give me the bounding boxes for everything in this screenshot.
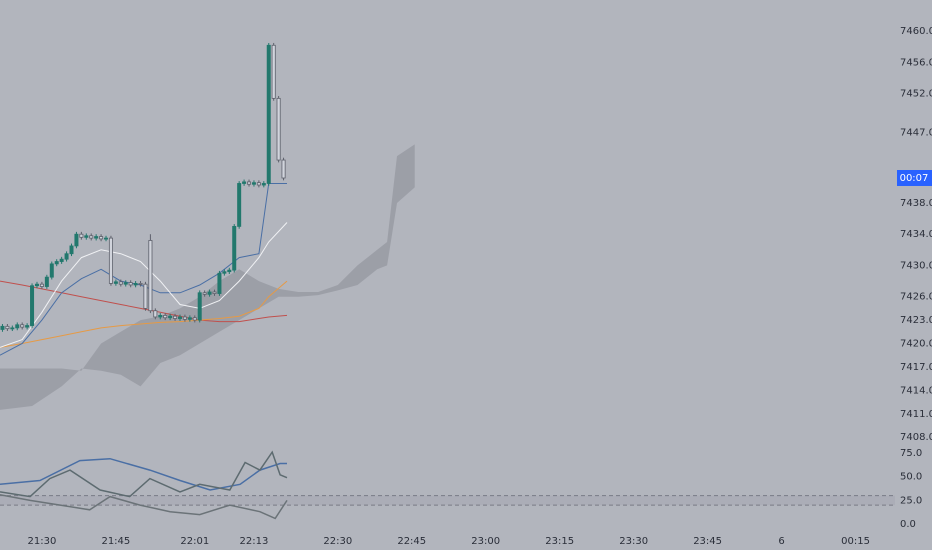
candle-body bbox=[5, 325, 10, 330]
candle-body bbox=[133, 282, 138, 286]
x-tick-label: 23:30 bbox=[619, 536, 648, 547]
candle-body bbox=[79, 233, 84, 238]
y-tick-label: 7411.0 bbox=[900, 409, 932, 420]
candle-body bbox=[34, 283, 39, 287]
y-tick-label: 7420.0 bbox=[900, 339, 932, 350]
candle-body bbox=[242, 181, 247, 184]
candle-body bbox=[30, 285, 35, 326]
y-tick-label: 7452.0 bbox=[900, 89, 932, 100]
x-tick-label: 22:13 bbox=[240, 536, 269, 547]
candle-body bbox=[192, 317, 197, 321]
oscillator-line bbox=[0, 457, 287, 491]
candle-body bbox=[123, 282, 128, 285]
y-tick-label: 7438.0 bbox=[900, 198, 932, 209]
candle-body bbox=[187, 317, 192, 320]
candle-body bbox=[266, 44, 271, 184]
oscillator-line bbox=[0, 493, 288, 520]
candle-body bbox=[104, 237, 109, 240]
y-tick-label: 7456.0 bbox=[900, 57, 932, 68]
candle-body bbox=[143, 283, 148, 309]
candle-body bbox=[0, 325, 5, 330]
band-fill bbox=[0, 495, 895, 506]
candle-body bbox=[59, 258, 64, 262]
candle-body bbox=[207, 291, 212, 295]
x-tick-label: 22:30 bbox=[323, 536, 352, 547]
y-tick-label: 7426.0 bbox=[900, 292, 932, 303]
candle-body bbox=[99, 236, 104, 240]
candle-body bbox=[202, 292, 207, 295]
candle-body bbox=[153, 310, 158, 318]
candle-body bbox=[118, 281, 123, 285]
candle-body bbox=[256, 182, 261, 186]
candle-body bbox=[20, 324, 25, 328]
y-tick-label: 7423.0 bbox=[900, 315, 932, 326]
candle-body bbox=[217, 272, 222, 294]
candle-body bbox=[64, 253, 69, 260]
candle-body bbox=[163, 315, 168, 319]
x-tick-label: 6 bbox=[778, 536, 784, 547]
candle-body bbox=[227, 269, 232, 273]
y-tick-label: 7417.0 bbox=[900, 362, 932, 373]
candle-body bbox=[69, 245, 74, 255]
candle-body bbox=[158, 315, 163, 318]
candle-body bbox=[10, 327, 15, 330]
candle-body bbox=[25, 325, 30, 328]
candle-body bbox=[251, 182, 256, 185]
y-tick-label: 7414.0 bbox=[900, 385, 932, 396]
y-tick-label: 7460.0 bbox=[900, 26, 932, 37]
cloud bbox=[0, 144, 415, 410]
x-tick-label: 23:45 bbox=[693, 536, 722, 547]
candle-body bbox=[138, 282, 143, 285]
y-tick-label: 50.0 bbox=[900, 472, 922, 483]
candle-body bbox=[49, 263, 54, 278]
candle-body bbox=[173, 315, 178, 319]
x-tick-label: 22:01 bbox=[180, 536, 209, 547]
x-tick-label: 00:15 bbox=[841, 536, 870, 547]
candle-body bbox=[212, 291, 217, 294]
price-label-box bbox=[897, 170, 932, 186]
candle-body bbox=[168, 315, 173, 319]
indicator-line bbox=[0, 280, 288, 348]
candle-body bbox=[148, 240, 153, 312]
y-tick-label: 7430.0 bbox=[900, 260, 932, 271]
candle-body bbox=[271, 44, 276, 99]
candle-body bbox=[247, 181, 252, 185]
candle-body bbox=[74, 233, 79, 247]
candle-body bbox=[177, 316, 182, 319]
x-tick-label: 23:15 bbox=[545, 536, 574, 547]
candle-body bbox=[128, 282, 133, 286]
x-tick-label: 22:45 bbox=[397, 536, 426, 547]
candle-body bbox=[89, 235, 94, 239]
y-tick-label: 0.0 bbox=[900, 519, 916, 530]
candle-body bbox=[44, 276, 49, 287]
candle-body bbox=[182, 316, 187, 320]
candle-body bbox=[15, 324, 20, 329]
y-tick-label: 75.0 bbox=[900, 448, 922, 459]
candle-body bbox=[232, 226, 237, 271]
candle-body bbox=[113, 281, 118, 284]
candle-body bbox=[94, 236, 99, 239]
candle-body bbox=[261, 183, 266, 186]
y-tick-label: 25.0 bbox=[900, 495, 922, 506]
y-tick-label: 7408.0 bbox=[900, 432, 932, 443]
oscillator-line bbox=[0, 450, 288, 498]
price-label: 00:07 bbox=[900, 173, 929, 184]
y-tick-label: 7434.0 bbox=[900, 229, 932, 240]
candle-body bbox=[39, 283, 44, 287]
candle-body bbox=[237, 183, 242, 227]
candle-body bbox=[197, 292, 202, 321]
candle-body bbox=[276, 97, 281, 161]
x-tick-label: 23:00 bbox=[471, 536, 500, 547]
x-tick-label: 21:30 bbox=[28, 536, 57, 547]
candle-body bbox=[54, 261, 59, 265]
candle-body bbox=[84, 235, 89, 238]
x-tick-label: 21:45 bbox=[101, 536, 130, 547]
y-tick-label: 7447.0 bbox=[900, 128, 932, 139]
candle-body bbox=[108, 237, 113, 284]
candle-body bbox=[281, 159, 286, 179]
candle-body bbox=[222, 271, 227, 274]
